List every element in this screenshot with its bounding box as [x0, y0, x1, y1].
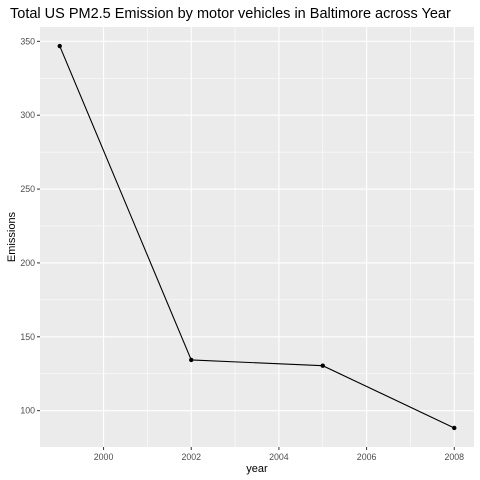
y-tick-label: 350	[20, 36, 35, 46]
data-point	[57, 43, 62, 49]
y-axis-label: Emissions	[6, 211, 18, 262]
x-tick-label: 2004	[269, 452, 289, 462]
y-tick-label: 200	[20, 258, 35, 268]
data-point	[189, 357, 194, 363]
major-gridlines	[40, 27, 474, 447]
chart-title: Total US PM2.5 Emission by motor vehicle…	[10, 6, 451, 22]
x-axis-label: year	[246, 463, 268, 475]
y-tick-label: 300	[20, 110, 35, 120]
x-tick-label: 2000	[94, 452, 114, 462]
y-tick-label: 250	[20, 184, 35, 194]
y-axis: 100 150 200 250 300 350	[20, 36, 40, 416]
data-series	[57, 43, 457, 431]
x-axis: 2000 2002 2004 2006 2008	[94, 447, 464, 462]
plot-panel	[40, 27, 474, 447]
y-tick-label: 100	[20, 406, 35, 416]
data-point	[320, 363, 325, 368]
x-tick-label: 2008	[444, 452, 464, 462]
series-line	[59, 45, 455, 429]
data-point	[452, 425, 457, 431]
minor-gridlines	[40, 27, 474, 447]
x-tick-label: 2002	[181, 452, 201, 462]
x-tick-label: 2006	[357, 452, 377, 462]
y-tick-label: 150	[20, 332, 35, 342]
